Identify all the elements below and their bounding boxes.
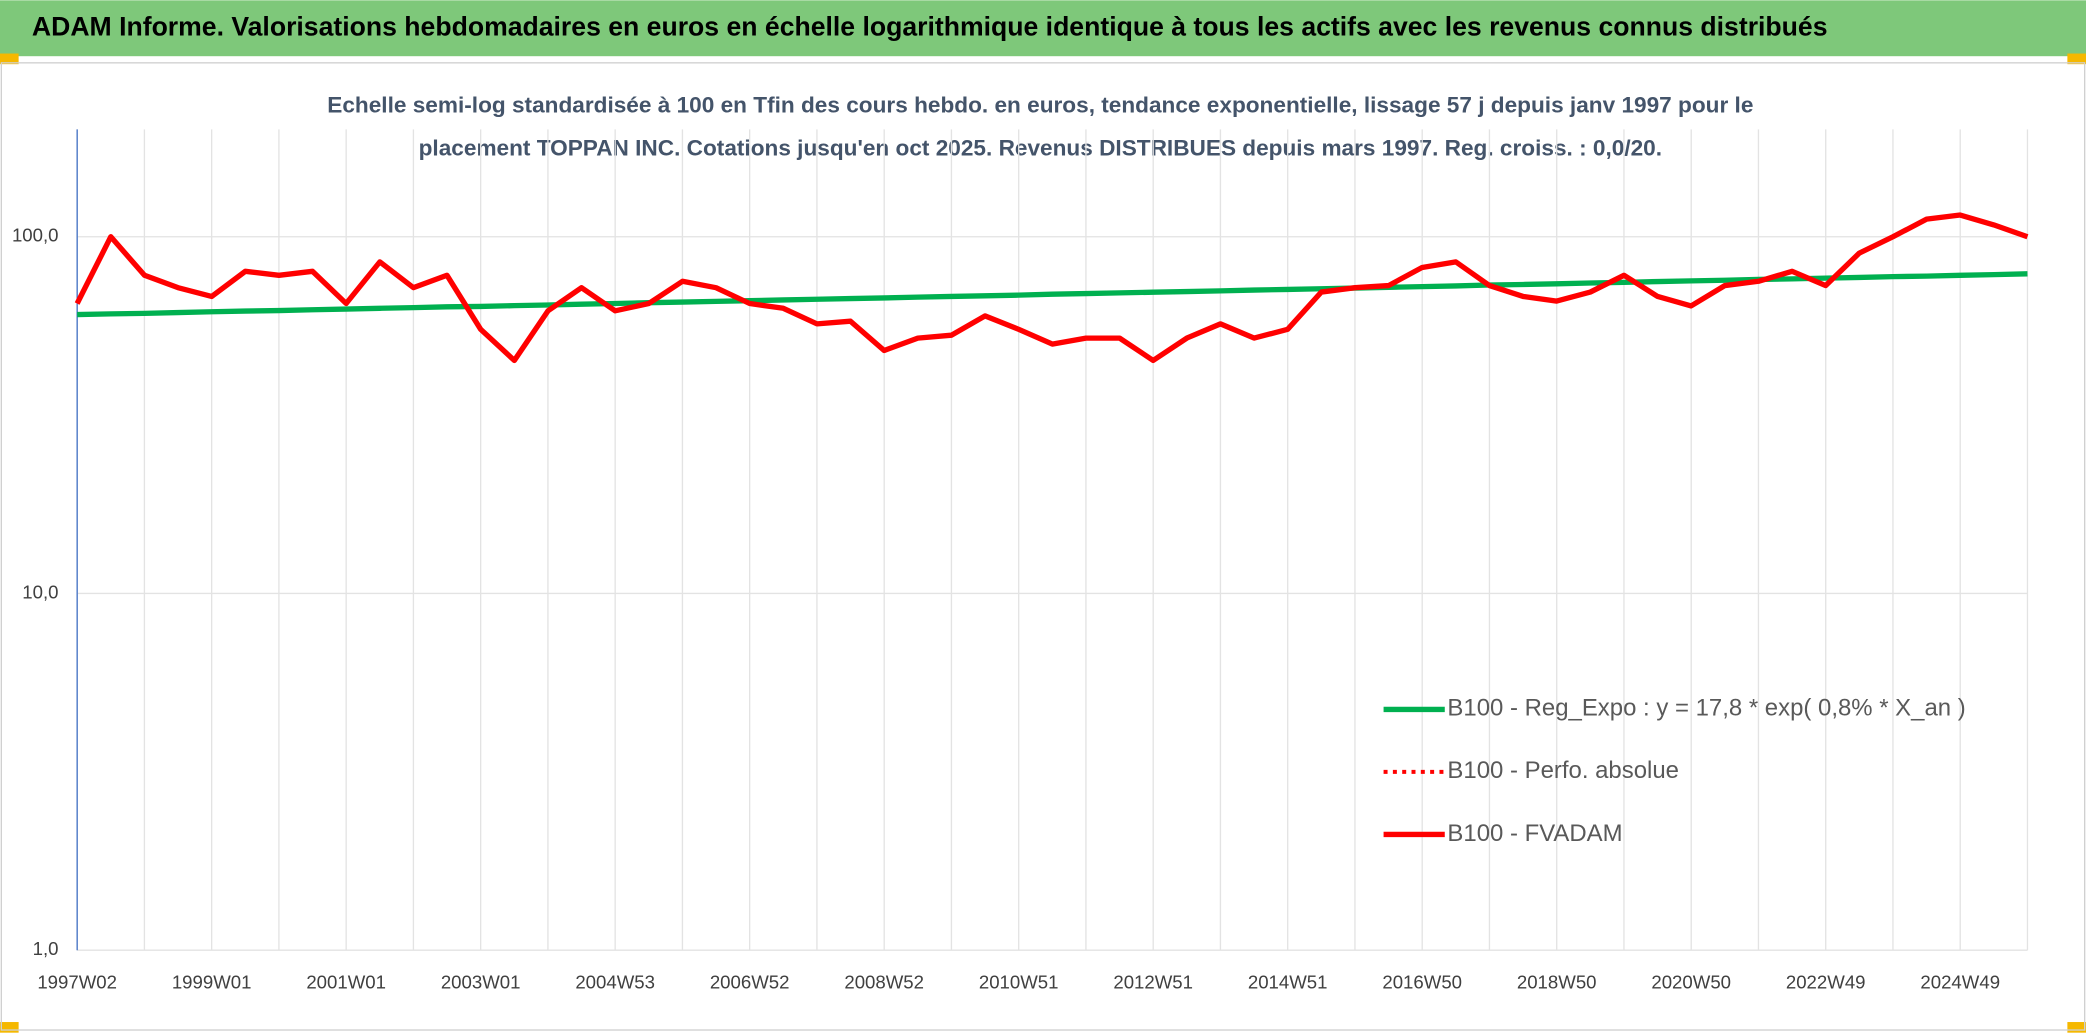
x-tick-label: 2003W01 [441, 971, 521, 992]
corner [0, 53, 19, 65]
chart-subtitle: placement TOPPAN INC. Cotations jusqu'en… [419, 135, 1662, 160]
x-tick-label: 2012W51 [1113, 971, 1193, 992]
x-tick-label: 2024W49 [1920, 971, 2000, 992]
corner [0, 1022, 19, 1033]
page-title: ADAM Informe. Valorisations hebdomadaire… [32, 11, 1828, 41]
x-tick-label: 2018W50 [1517, 971, 1597, 992]
series-line [74, 212, 2029, 364]
chart-subtitle: Echelle semi-log standardisée à 100 en T… [327, 93, 1753, 118]
corner [2067, 53, 2086, 65]
x-tick-label: 2022W49 [1786, 971, 1866, 992]
x-tick-label: 2010W51 [979, 971, 1059, 992]
legend-label: B100 - Reg_Expo : y = 17,8 * exp( 0,8% *… [1447, 695, 1965, 722]
y-tick-label: 1,0 [33, 938, 59, 959]
x-tick-label: 2006W52 [710, 971, 790, 992]
corner [2067, 1022, 2086, 1033]
y-tick-label: 10,0 [22, 581, 58, 602]
x-tick-label: 1997W02 [37, 971, 117, 992]
y-tick-label: 100,0 [12, 225, 59, 246]
x-tick-label: 2016W50 [1382, 971, 1462, 992]
x-tick-label: 2004W53 [575, 971, 655, 992]
x-tick-label: 2014W51 [1248, 971, 1328, 992]
header-bar [0, 0, 2086, 57]
legend-label: B100 - Perfo. absolue [1447, 757, 1679, 784]
series-line [77, 271, 2028, 318]
x-tick-label: 2008W52 [844, 971, 924, 992]
frame [0, 62, 2086, 1031]
x-tick-label: 1999W01 [172, 971, 252, 992]
legend-label: B100 - FVADAM [1447, 820, 1622, 847]
x-tick-label: 2001W01 [306, 971, 386, 992]
x-tick-label: 2020W50 [1651, 971, 1731, 992]
